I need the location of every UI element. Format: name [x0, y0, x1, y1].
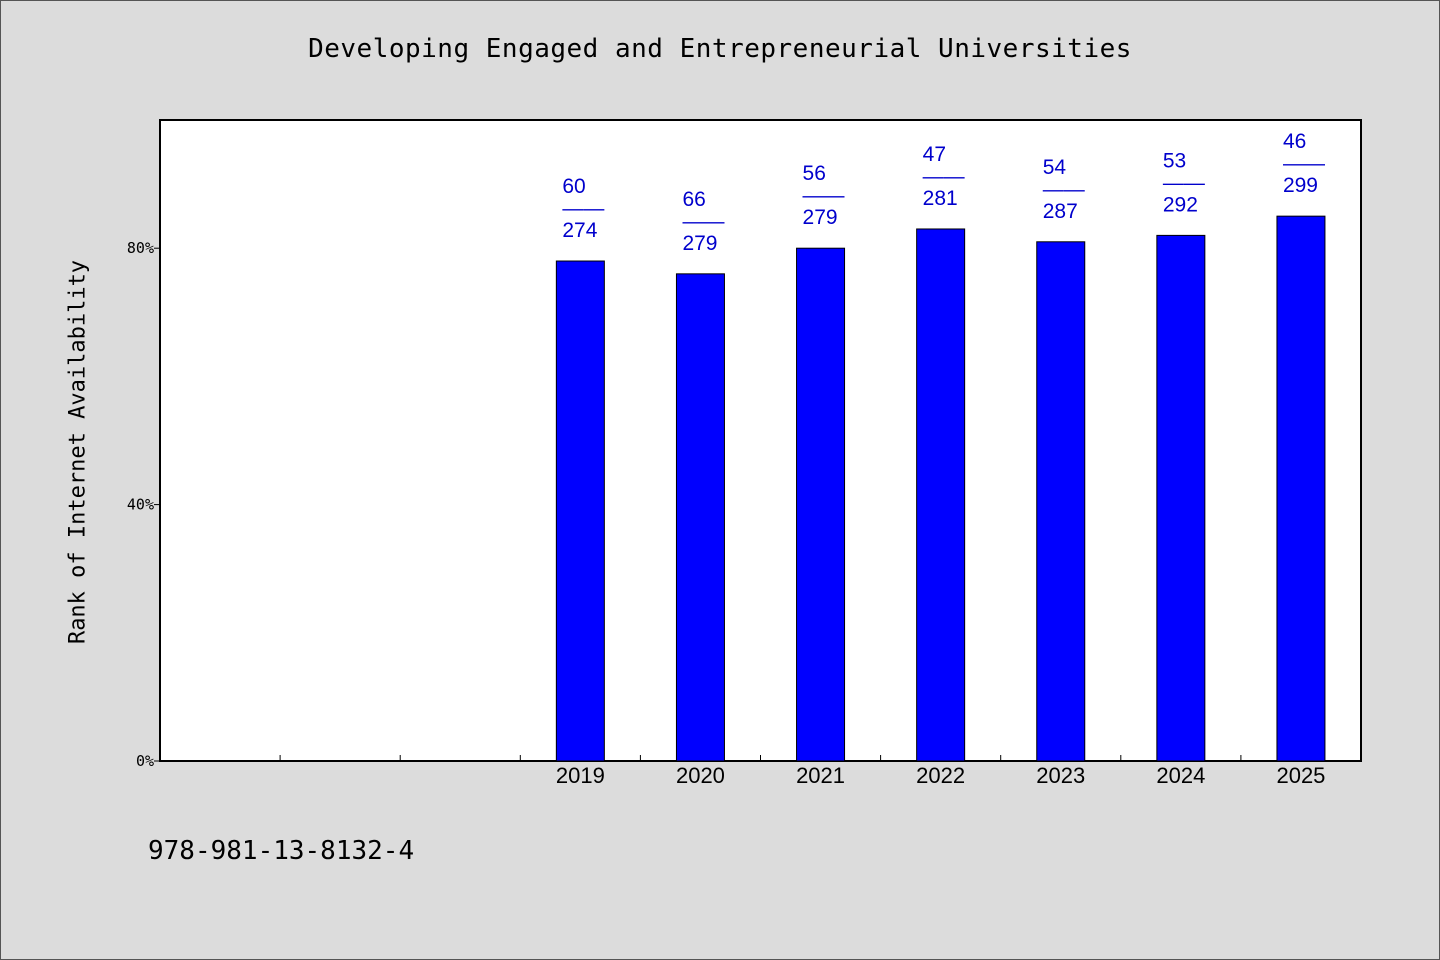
data-label-sep: —— [562, 197, 604, 220]
y-tick-label: 80% [127, 239, 154, 257]
data-label-bottom: 299 [1283, 174, 1318, 197]
data-label-bottom: 281 [923, 187, 958, 210]
data-label-top: 60 [562, 175, 585, 198]
bar [556, 261, 604, 761]
data-label-sep: —— [1163, 171, 1205, 194]
data-label-top: 66 [682, 188, 705, 211]
data-label-bottom: 274 [562, 219, 597, 242]
x-tick-label: 2025 [1276, 763, 1325, 788]
data-label-top: 53 [1163, 149, 1186, 172]
data-label-top: 47 [923, 143, 946, 166]
data-label-bottom: 279 [682, 232, 717, 255]
data-label-bottom: 279 [803, 206, 838, 229]
y-axis: 0% 40% 80% [127, 239, 160, 770]
data-label-top: 54 [1043, 156, 1067, 179]
x-tick-label: 2020 [676, 763, 725, 788]
y-tick-label: 40% [127, 496, 154, 514]
bar [797, 248, 845, 761]
data-label-bottom: 292 [1163, 193, 1198, 216]
x-tick-label: 2024 [1156, 763, 1205, 788]
x-tick-label: 2023 [1036, 763, 1085, 788]
y-tick-label: 0% [136, 752, 154, 770]
data-label-sep: —— [682, 210, 724, 233]
data-label-sep: —— [923, 165, 965, 188]
bar [1037, 242, 1085, 761]
data-label-sep: —— [1043, 178, 1085, 201]
x-tick-label: 2021 [796, 763, 845, 788]
bar [917, 229, 965, 761]
data-label-sep: —— [803, 184, 845, 207]
data-label-bottom: 287 [1043, 200, 1078, 223]
bar [676, 274, 724, 761]
data-label-top: 56 [803, 162, 826, 185]
bar [1157, 235, 1205, 761]
data-label-sep: —— [1283, 152, 1325, 175]
data-label-top: 46 [1283, 130, 1306, 153]
bar [1277, 216, 1325, 761]
x-tick-label: 2022 [916, 763, 965, 788]
x-tick-label: 2019 [556, 763, 605, 788]
